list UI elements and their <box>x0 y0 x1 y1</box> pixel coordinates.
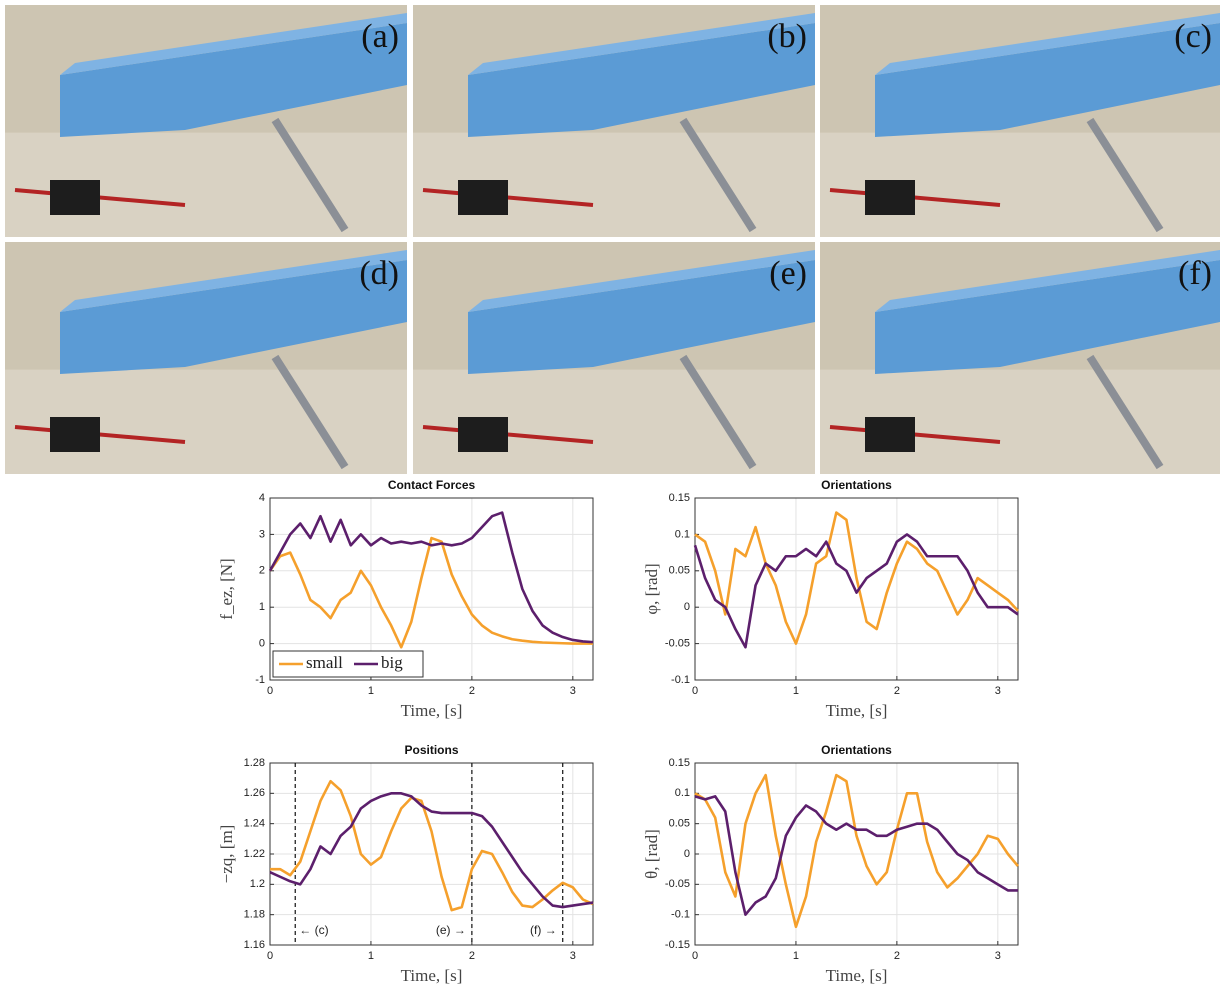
y-tick-label: -0.05 <box>665 638 690 650</box>
chart-title: Orientations <box>821 478 892 492</box>
chart: -0.15 -0.1 -0.05 0 0.05 0.1 0.15 0 1 2 3 Orientatio… <box>642 743 1018 985</box>
plot-area <box>695 498 1018 680</box>
y-tick-label: -0.15 <box>665 939 690 951</box>
panel-label: (a) <box>361 18 399 55</box>
x-tick-label: 3 <box>570 685 576 697</box>
photo-panel: (b) <box>413 5 815 237</box>
x-tick-label: 0 <box>267 950 273 962</box>
x-tick-label: 2 <box>469 950 475 962</box>
drone-body <box>50 417 100 452</box>
y-axis-label: f_ez, [N] <box>217 558 236 619</box>
y-tick-label: 1.26 <box>244 787 265 799</box>
y-axis-label: φ, [rad] <box>642 563 661 614</box>
photo-panel: (e) <box>413 242 815 474</box>
chart-title: Positions <box>404 743 458 757</box>
y-tick-label: -1 <box>255 674 265 686</box>
x-axis-label: Time, [s] <box>826 966 888 985</box>
y-tick-label: 0.1 <box>675 528 690 540</box>
x-tick-label: 1 <box>368 685 374 697</box>
photo-panel: (c) <box>820 5 1220 237</box>
x-tick-label: 3 <box>995 950 1001 962</box>
x-axis-label: Time, [s] <box>401 966 463 985</box>
y-tick-label: 3 <box>259 528 265 540</box>
y-tick-label: 4 <box>259 492 265 504</box>
y-tick-label: -0.1 <box>671 909 690 921</box>
figure: (a)(b)(c)(d)(e)(f)-1012340123Contact For… <box>0 0 1220 1002</box>
panel-label: (b) <box>767 18 807 55</box>
panel-label: (d) <box>359 255 399 292</box>
y-tick-label: 1.2 <box>250 878 265 890</box>
y-tick-label: 1.22 <box>244 848 265 860</box>
y-tick-label: 0.15 <box>669 757 690 769</box>
y-tick-label: 1.16 <box>244 939 265 951</box>
x-tick-label: 3 <box>995 685 1001 697</box>
annotation-label: ← (c) <box>299 923 328 937</box>
drone-body <box>865 417 915 452</box>
y-tick-label: 1.28 <box>244 757 265 769</box>
annotation-label: (e) → <box>436 923 466 937</box>
photo-panel: (d) <box>5 242 407 474</box>
drone-body <box>458 417 508 452</box>
x-tick-label: 1 <box>368 950 374 962</box>
drone-body <box>865 180 915 215</box>
y-tick-label: 0.1 <box>675 787 690 799</box>
x-tick-label: 0 <box>692 685 698 697</box>
panel-label: (f) <box>1178 255 1212 292</box>
legend-label: big <box>381 653 403 672</box>
annotation-label: (f) → <box>530 923 557 937</box>
panel-label: (e) <box>769 255 807 292</box>
x-tick-label: 2 <box>894 685 900 697</box>
y-tick-label: 0 <box>684 601 690 613</box>
y-tick-label: -0.1 <box>671 674 690 686</box>
chart-title: Contact Forces <box>388 478 476 492</box>
x-axis-label: Time, [s] <box>401 701 463 720</box>
panel-label: (c) <box>1174 18 1212 55</box>
y-tick-label: 0.05 <box>669 818 690 830</box>
y-tick-label: 0 <box>259 638 265 650</box>
drone-body <box>50 180 100 215</box>
y-tick-label: 1.18 <box>244 909 265 921</box>
x-tick-label: 3 <box>570 950 576 962</box>
x-tick-label: 0 <box>692 950 698 962</box>
y-tick-label: -0.05 <box>665 878 690 890</box>
y-axis-label: −zq, [m] <box>217 825 236 884</box>
legend-label: small <box>306 653 343 672</box>
y-tick-label: 1 <box>259 601 265 613</box>
photo-panel: (a) <box>5 5 407 237</box>
y-tick-label: 0 <box>684 848 690 860</box>
x-tick-label: 1 <box>793 685 799 697</box>
y-tick-label: 0.15 <box>669 492 690 504</box>
chart: 1.16 1.18 1.2 1.22 1.24 1.26 1.28 0 1 2 3 Positions… <box>217 743 593 985</box>
y-tick-label: 1.24 <box>244 818 265 830</box>
x-tick-label: 2 <box>894 950 900 962</box>
x-axis-label: Time, [s] <box>826 701 888 720</box>
drone-body <box>458 180 508 215</box>
x-tick-label: 1 <box>793 950 799 962</box>
x-tick-label: 0 <box>267 685 273 697</box>
y-tick-label: 0.05 <box>669 565 690 577</box>
chart: -0.1 -0.05 0 0.05 0.1 0.15 0 1 2 3 Orientations Tim… <box>642 478 1018 720</box>
chart-title: Orientations <box>821 743 892 757</box>
x-tick-label: 2 <box>469 685 475 697</box>
photo-panel: (f) <box>820 242 1220 474</box>
y-axis-label: θ, [rad] <box>642 829 661 879</box>
y-tick-label: 2 <box>259 565 265 577</box>
